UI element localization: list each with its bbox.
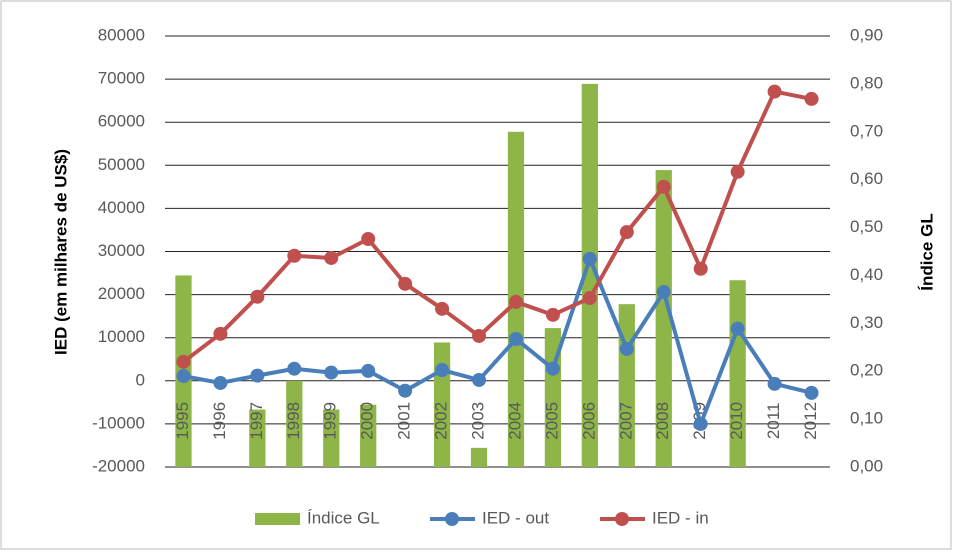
- marker: [508, 331, 523, 346]
- marker: [287, 361, 302, 376]
- x-tick-label: 1999: [321, 402, 340, 440]
- y-tick-label: 10000: [98, 327, 145, 346]
- marker: [619, 341, 634, 356]
- marker: [324, 250, 339, 265]
- y-tick-label: 20000: [98, 284, 145, 303]
- marker: [176, 354, 191, 369]
- x-tick-label: 2000: [358, 402, 377, 440]
- marker: [730, 164, 745, 179]
- y2-tick-label: 0,60: [850, 169, 883, 188]
- bar: [249, 409, 266, 467]
- marker: [619, 225, 634, 240]
- marker: [435, 301, 450, 316]
- y2-axis-title: Índice GL: [917, 213, 936, 290]
- marker: [804, 91, 819, 106]
- y-axis-title: IED (em milhares de US$): [51, 149, 70, 355]
- bar: [323, 409, 340, 467]
- y-tick-label: 0: [136, 370, 145, 389]
- marker: [176, 369, 191, 384]
- marker: [545, 307, 560, 322]
- marker: [804, 385, 819, 400]
- marker: [693, 261, 708, 276]
- y2-tick-label: 0,40: [850, 265, 883, 284]
- legend-marker: [615, 512, 629, 526]
- marker: [361, 363, 376, 378]
- bar: [470, 447, 488, 467]
- x-tick-label: 2001: [395, 402, 414, 440]
- y-tick-label: -20000: [92, 456, 145, 475]
- x-tick-label: 1996: [210, 402, 229, 440]
- bar: [286, 380, 303, 467]
- legend-label: IED - in: [652, 508, 709, 527]
- y2-tick-label: 0,00: [850, 456, 883, 475]
- x-tick-label: 2003: [469, 402, 488, 440]
- marker: [435, 363, 450, 378]
- x-tick-label: 2011: [764, 403, 783, 440]
- marker: [472, 372, 487, 387]
- y2-tick-label: 0,90: [850, 25, 883, 44]
- marker: [361, 232, 376, 247]
- y-tick-label: 50000: [98, 155, 145, 174]
- marker: [324, 365, 339, 380]
- x-tick-label: 2002: [432, 402, 451, 440]
- legend-swatch: [255, 513, 300, 525]
- marker: [656, 179, 671, 194]
- x-tick-label: 1995: [173, 402, 192, 440]
- legend-label: Índice GL: [307, 508, 380, 527]
- x-tick-label: 2006: [579, 402, 598, 440]
- marker: [213, 326, 228, 341]
- y2-tick-label: 0,10: [850, 409, 883, 428]
- bar: [360, 404, 377, 467]
- y2-tick-label: 0,30: [850, 313, 883, 332]
- y-tick-label: 70000: [98, 69, 145, 88]
- bar: [581, 83, 598, 467]
- x-tick-label: 2005: [542, 402, 561, 440]
- legend-label: IED - out: [482, 508, 549, 527]
- marker: [287, 248, 302, 263]
- marker: [767, 84, 782, 99]
- marker: [693, 416, 708, 431]
- y2-tick-label: 0,50: [850, 217, 883, 236]
- x-tick-label: 2012: [801, 402, 820, 440]
- x-tick-label: 2010: [727, 402, 746, 440]
- y2-tick-label: 0,70: [850, 121, 883, 140]
- marker: [767, 376, 782, 391]
- legend-marker: [445, 512, 459, 526]
- marker: [398, 276, 413, 291]
- marker: [656, 285, 671, 300]
- marker: [472, 328, 487, 343]
- marker: [730, 321, 745, 336]
- x-tick-label: 1998: [284, 402, 303, 440]
- bar: [655, 170, 672, 468]
- y-tick-label: 30000: [98, 241, 145, 260]
- x-tick-label: 2004: [505, 402, 524, 440]
- x-tick-label: 2008: [653, 402, 672, 440]
- y2-tick-label: 0,20: [850, 361, 883, 380]
- marker: [213, 375, 228, 390]
- marker: [250, 368, 265, 383]
- y-tick-label: 80000: [98, 25, 145, 44]
- marker: [398, 383, 413, 398]
- y-tick-label: -10000: [92, 413, 145, 432]
- y-tick-label: 40000: [98, 198, 145, 217]
- marker: [508, 294, 523, 309]
- y-tick-label: 60000: [98, 112, 145, 131]
- y2-tick-label: 0,80: [850, 73, 883, 92]
- x-tick-label: 2007: [616, 402, 635, 440]
- line: [182, 89, 812, 364]
- bar: [618, 304, 635, 467]
- marker: [545, 361, 560, 376]
- marker: [250, 289, 265, 304]
- marker: [582, 291, 597, 306]
- x-tick-label: 1997: [247, 402, 266, 440]
- marker: [582, 251, 597, 266]
